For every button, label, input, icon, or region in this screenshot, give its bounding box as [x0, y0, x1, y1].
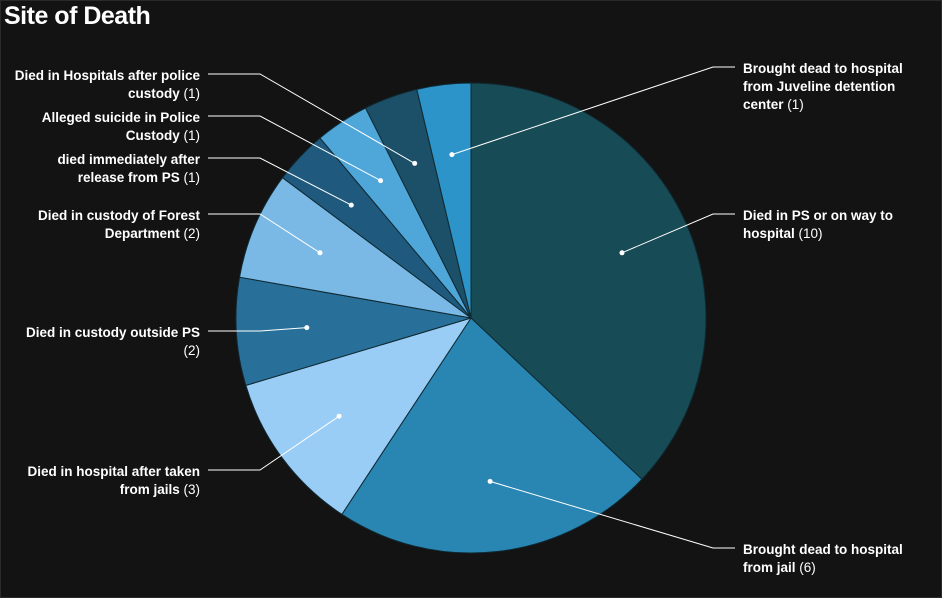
leader-dot — [317, 250, 323, 256]
slice-count: (6) — [799, 560, 816, 575]
slice-count: (2) — [184, 226, 201, 241]
leader-line — [208, 213, 321, 254]
slice-label: Died in PS or on way to hospital (10) — [743, 208, 893, 241]
pie-slice[interactable] — [245, 317, 473, 516]
slice-count: (3) — [184, 482, 201, 497]
leader-dot — [304, 325, 310, 331]
leader-line — [451, 66, 735, 156]
slice-label: Died in Hospitals after police custody (1… — [15, 68, 201, 101]
chart-title: Site of Death — [4, 2, 151, 30]
pie-slice[interactable] — [238, 176, 472, 319]
slice-label: Alleged suicide in Police Custody (1) — [42, 110, 201, 143]
slice-label: Died in hospital after taken from jails (… — [27, 464, 200, 497]
slice-label: Died in custody of Forest Department (2) — [38, 208, 201, 241]
leader-dot — [449, 152, 455, 158]
slice-count: (1) — [184, 128, 201, 143]
slice-label: Died in custody outside PS (2) — [26, 325, 200, 358]
leader-line — [208, 157, 352, 206]
leader-dot — [336, 413, 342, 419]
leader-line — [208, 115, 381, 182]
leader-dot — [487, 478, 493, 484]
slice-label: Brought dead to hospital from jail (6) — [743, 542, 903, 575]
leader-line — [489, 480, 735, 549]
slice-count: (1) — [184, 170, 201, 185]
leader-line — [208, 327, 307, 332]
leader-dot — [619, 250, 625, 256]
slice-label: Brought dead to hospital from Juveline de… — [743, 61, 903, 112]
leader-line — [208, 415, 340, 471]
leader-dot — [378, 178, 384, 184]
pie-slice[interactable] — [235, 276, 472, 387]
slice-label: died immediately after release from PS (1… — [57, 152, 200, 185]
slice-count: (1) — [184, 86, 201, 101]
leader-dot — [348, 202, 354, 208]
slice-count: (1) — [787, 97, 804, 112]
pie-slice[interactable] — [416, 82, 472, 319]
leader-line — [621, 213, 735, 254]
leader-dot — [412, 160, 418, 166]
slice-count: (2) — [184, 343, 201, 358]
leader-line — [208, 73, 415, 164]
pie-slice[interactable] — [341, 317, 643, 554]
slice-count: (10) — [799, 226, 823, 241]
